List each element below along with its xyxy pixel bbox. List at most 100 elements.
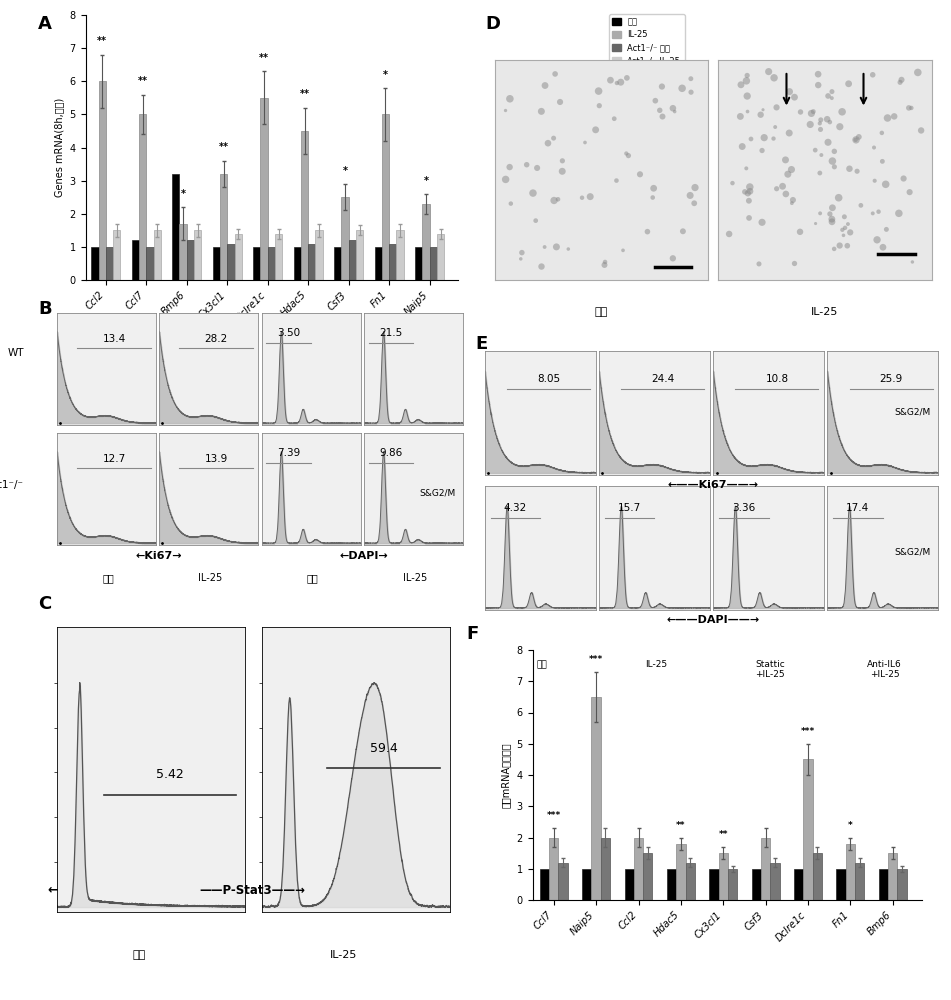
Text: IL-25: IL-25 bbox=[811, 307, 839, 317]
Point bbox=[592, 98, 607, 114]
Text: Anti-IL6
+IL-25: Anti-IL6 +IL-25 bbox=[867, 660, 902, 679]
Bar bbox=[316, 230, 322, 280]
Bar bbox=[308, 244, 316, 280]
Point bbox=[737, 184, 752, 200]
Bar bbox=[139, 114, 146, 280]
Point bbox=[551, 191, 566, 207]
Text: 3.36: 3.36 bbox=[732, 503, 755, 513]
Point bbox=[782, 125, 797, 141]
Point bbox=[761, 64, 776, 80]
Point bbox=[910, 64, 925, 80]
Point bbox=[825, 214, 840, 230]
Bar bbox=[430, 247, 437, 280]
Point bbox=[609, 173, 624, 189]
Text: *: * bbox=[383, 70, 388, 80]
Point bbox=[597, 254, 612, 270]
Point bbox=[561, 241, 576, 257]
Text: ***: *** bbox=[801, 727, 815, 736]
Text: B: B bbox=[38, 300, 51, 318]
Text: 3.50: 3.50 bbox=[278, 328, 301, 338]
Point bbox=[902, 100, 917, 116]
Point bbox=[786, 255, 802, 271]
Bar bbox=[770, 862, 780, 900]
Point bbox=[751, 256, 767, 272]
Point bbox=[849, 163, 864, 179]
Point bbox=[740, 185, 755, 201]
Text: **: ** bbox=[300, 89, 309, 99]
Bar bbox=[334, 247, 341, 280]
Point bbox=[865, 67, 881, 83]
Bar bbox=[113, 230, 121, 280]
Point bbox=[754, 143, 769, 159]
Point bbox=[874, 125, 889, 141]
Bar bbox=[888, 853, 898, 900]
Bar bbox=[106, 247, 113, 280]
Bar bbox=[261, 98, 267, 280]
Point bbox=[591, 83, 606, 99]
Bar bbox=[437, 234, 444, 280]
Point bbox=[820, 111, 835, 127]
Point bbox=[766, 131, 781, 147]
Point bbox=[534, 103, 549, 119]
Point bbox=[805, 104, 821, 120]
Point bbox=[530, 160, 545, 176]
Point bbox=[812, 165, 827, 181]
Point bbox=[537, 239, 553, 255]
Point bbox=[674, 80, 689, 96]
Point bbox=[875, 239, 890, 255]
Point bbox=[740, 104, 755, 120]
Text: 59.4: 59.4 bbox=[370, 742, 398, 755]
Text: 7.39: 7.39 bbox=[277, 448, 301, 458]
Point bbox=[814, 147, 829, 163]
Bar bbox=[341, 197, 349, 280]
Point bbox=[812, 205, 827, 221]
Bar bbox=[194, 230, 202, 280]
Point bbox=[769, 181, 785, 197]
Point bbox=[878, 176, 893, 192]
Point bbox=[813, 121, 828, 137]
Point bbox=[902, 184, 917, 200]
Point bbox=[894, 72, 909, 88]
Point bbox=[778, 186, 793, 202]
Point bbox=[648, 93, 663, 109]
Point bbox=[836, 227, 851, 243]
Point bbox=[842, 161, 857, 177]
Point bbox=[867, 173, 883, 189]
Text: 15.7: 15.7 bbox=[618, 503, 641, 513]
Text: **: ** bbox=[719, 830, 728, 839]
Bar bbox=[676, 844, 686, 900]
Point bbox=[683, 71, 698, 87]
Point bbox=[831, 190, 846, 206]
Legend: 对照, IL-25, Act1⁻/⁻ 对照, Act1⁻/⁻-IL-25: 对照, IL-25, Act1⁻/⁻ 对照, Act1⁻/⁻-IL-25 bbox=[609, 14, 685, 69]
Point bbox=[825, 211, 840, 227]
Bar bbox=[855, 862, 864, 900]
Bar bbox=[558, 862, 568, 900]
Text: IL-25: IL-25 bbox=[330, 950, 357, 960]
Text: ←DAPI→: ←DAPI→ bbox=[340, 551, 388, 561]
Bar bbox=[381, 114, 389, 280]
Point bbox=[742, 210, 757, 226]
Text: 12.7: 12.7 bbox=[103, 454, 126, 464]
Bar bbox=[91, 247, 99, 280]
Point bbox=[866, 140, 882, 156]
Point bbox=[825, 153, 840, 169]
Point bbox=[821, 134, 836, 150]
Text: **: ** bbox=[97, 36, 107, 46]
Point bbox=[821, 88, 836, 104]
Point bbox=[753, 107, 768, 123]
Point bbox=[838, 220, 853, 236]
Point bbox=[646, 180, 661, 196]
Point bbox=[610, 75, 625, 91]
Text: **: ** bbox=[219, 142, 228, 152]
Text: 对照: 对照 bbox=[595, 307, 608, 317]
Bar bbox=[146, 247, 153, 280]
Point bbox=[904, 254, 920, 270]
Point bbox=[823, 206, 838, 222]
Point bbox=[640, 224, 655, 240]
Bar bbox=[667, 869, 676, 900]
Text: ←——Ki67——→: ←——Ki67——→ bbox=[668, 480, 759, 490]
Point bbox=[879, 221, 894, 237]
Point bbox=[880, 110, 895, 126]
Text: 21.5: 21.5 bbox=[379, 328, 402, 338]
Point bbox=[502, 91, 517, 107]
